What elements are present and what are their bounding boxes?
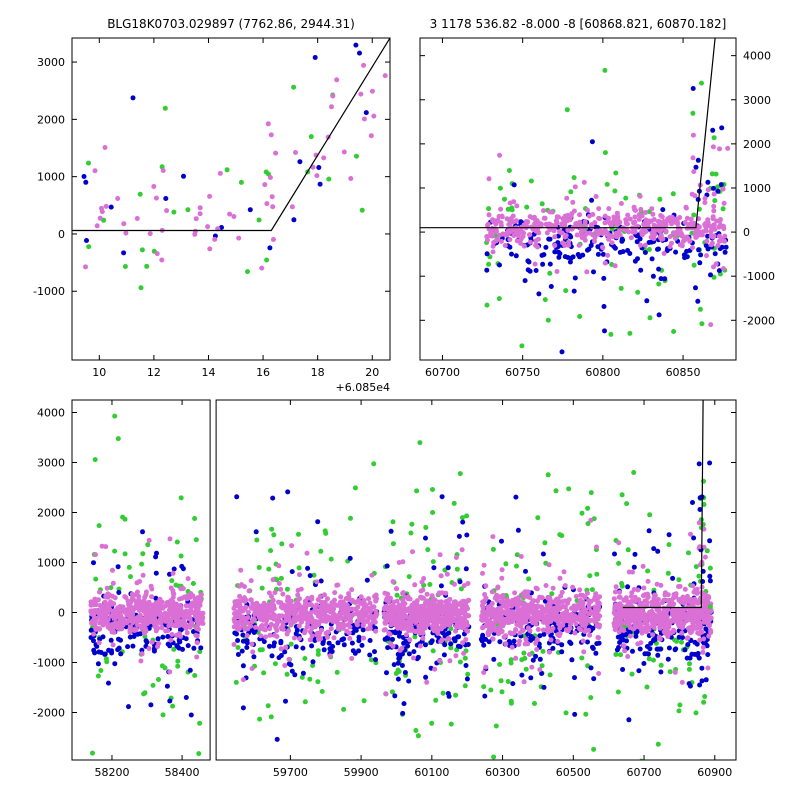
x-tick-label: 10 [92, 366, 106, 379]
model-line-top-right-season [420, 38, 716, 229]
x-tick-label: 60850 [666, 366, 701, 379]
axes-frame-top-right-season [419, 37, 737, 361]
x-tick-label: 60800 [585, 366, 620, 379]
tick-labels-bottom-full-baseline: 58200 58400 59700 59900 60100 60300 60500 60700… [33, 407, 732, 780]
right-plot-title: 3 1178 536.82 -8.000 -8 [60868.821, 6087… [429, 17, 727, 31]
y-tick-label: -1000 [743, 270, 775, 283]
y-tick-label: 2000 [37, 113, 65, 126]
left-plot-title: BLG18K0703.029897 (7762.86, 2944.31) [107, 17, 355, 31]
x-tick-label: 12 [147, 366, 161, 379]
y-tick-label: -1000 [33, 285, 65, 298]
x-tick-label: 20 [365, 366, 379, 379]
y-tick-label: 4000 [37, 407, 65, 420]
x-tick-label: 60750 [505, 366, 540, 379]
x-tick-label: 60900 [697, 766, 732, 779]
panel-bottom-full-baseline: 58200 58400 59700 59900 60100 60300 60500 60700… [33, 399, 737, 780]
model-line-top-left-zoom [72, 38, 390, 232]
x-tick-label: 14 [201, 366, 215, 379]
x-axis-offset-label: +6.085e4 [336, 381, 390, 394]
y-tick-label: -2000 [33, 707, 65, 720]
x-tick-label: 58400 [165, 766, 200, 779]
x-tick-label: 16 [256, 366, 270, 379]
x-tick-label: 18 [311, 366, 325, 379]
x-tick-label: 60700 [425, 366, 460, 379]
scatter-points-bottom-full-baseline [88, 413, 714, 760]
x-tick-label: 60700 [627, 766, 662, 779]
y-tick-label: 0 [58, 228, 65, 241]
x-tick-label: 60100 [414, 766, 449, 779]
axes-frame-bottom-full-baseline [215, 399, 737, 761]
y-tick-label: -1000 [33, 657, 65, 670]
y-tick-label: 3000 [37, 457, 65, 470]
tick-labels-top-left-zoom: 10 12 14 16 18 20 -1000 0 1000 2000 3000 +6.085e4 [33, 56, 390, 394]
axes-frame-bottom-full-baseline [71, 399, 211, 761]
x-tick-label: 58200 [94, 766, 129, 779]
y-tick-label: -2000 [743, 314, 775, 327]
panel-top-left-zoom: 10 12 14 16 18 20 -1000 0 1000 2000 3000 +6.085e4 [33, 37, 391, 394]
x-tick-label: 60300 [485, 766, 520, 779]
tick-marks-top-right-season [420, 38, 736, 360]
y-tick-label: 2000 [37, 507, 65, 520]
y-tick-label: 1000 [37, 171, 65, 184]
tick-labels-top-right-season: 60700 60750 60800 60850 -2000 -1000 0 1000 2000 3… [425, 50, 775, 379]
tick-marks-top-left-zoom [72, 38, 390, 360]
x-tick-label: 59700 [273, 766, 308, 779]
y-tick-label: 0 [58, 607, 65, 620]
y-tick-label: 2000 [743, 138, 771, 151]
y-tick-label: 0 [743, 226, 750, 239]
y-tick-label: 1000 [37, 557, 65, 570]
axes-frame-top-left-zoom [71, 37, 391, 361]
y-tick-label: 3000 [37, 56, 65, 69]
scatter-points-top-right-season [484, 67, 731, 355]
y-tick-label: 1000 [743, 182, 771, 195]
x-tick-label: 60500 [556, 766, 591, 779]
tick-marks-bottom-full-baseline [72, 400, 736, 760]
y-tick-label: 3000 [743, 94, 771, 107]
model-line-bottom-full-baseline [622, 400, 704, 609]
y-tick-label: 4000 [743, 50, 771, 63]
x-tick-label: 59900 [344, 766, 379, 779]
scatter-points-top-left-zoom [81, 42, 388, 291]
panel-top-right-season: 60700 60750 60800 60850 -2000 -1000 0 1000 2000 3… [419, 37, 775, 379]
